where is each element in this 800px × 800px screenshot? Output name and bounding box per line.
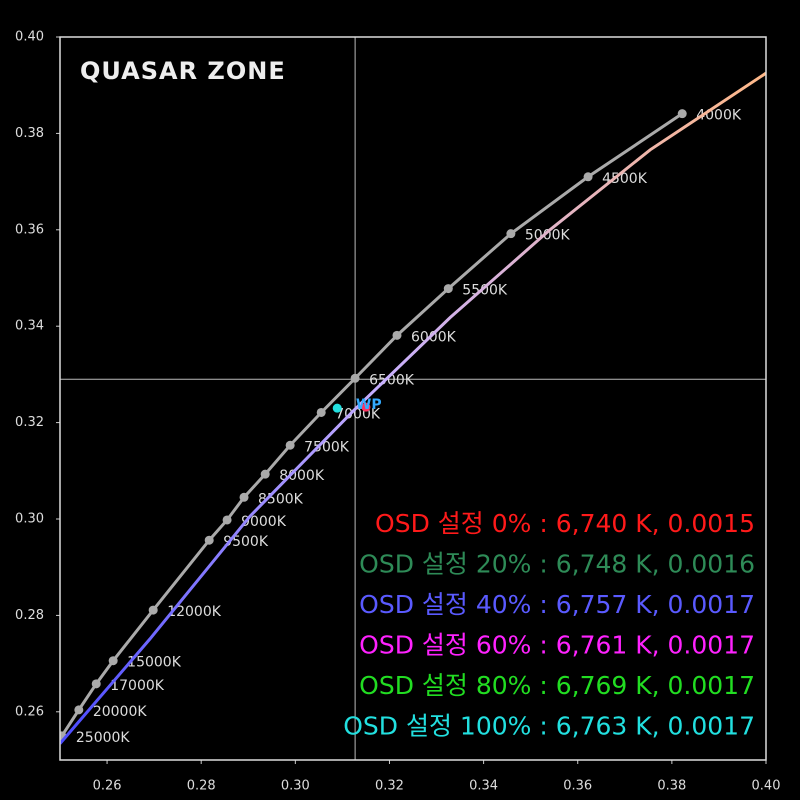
- locus-point: [506, 229, 516, 239]
- annotation: OSD 설정 0% : 6,740 K, 0.0015: [375, 509, 755, 538]
- locus-point: [316, 407, 326, 417]
- locus-point: [222, 515, 232, 525]
- y-tick-label: 0.28: [15, 608, 44, 623]
- annotation: OSD 설정 60% : 6,761 K, 0.0017: [359, 631, 755, 660]
- locus-point: [74, 705, 84, 715]
- locus-point: [350, 373, 360, 383]
- white-point-label: WP: [356, 397, 382, 413]
- point-label: 9500K: [223, 534, 269, 550]
- annotation: OSD 설정 80% : 6,769 K, 0.0017: [359, 671, 755, 700]
- point-label: 12000K: [167, 604, 222, 620]
- y-tick-label: 0.32: [15, 415, 44, 430]
- locus-point: [677, 109, 687, 119]
- white-point: [361, 402, 371, 412]
- y-tick-label: 0.38: [15, 126, 44, 141]
- locus-point: [204, 535, 214, 545]
- series-line: [60, 71, 766, 745]
- x-tick-label: 0.28: [187, 779, 216, 794]
- x-tick-label: 0.30: [281, 779, 310, 794]
- locus-point: [148, 605, 158, 615]
- x-tick-label: 0.38: [657, 779, 686, 794]
- plot: 25000K 20000K 17000K 15000K 12000K 9500K 9000K…: [60, 71, 766, 746]
- point-label: 15000K: [127, 655, 182, 671]
- point-label: 25000K: [76, 730, 131, 746]
- annotation: OSD 설정 20% : 6,748 K, 0.0016: [359, 550, 755, 579]
- x-tick-label: 0.34: [469, 779, 498, 794]
- point-label: 17000K: [110, 678, 165, 694]
- y-tick-label: 0.36: [15, 222, 44, 237]
- point-label: 5000K: [525, 228, 571, 244]
- point-label: 5500K: [462, 283, 508, 299]
- y-tick-label: 0.26: [15, 704, 44, 719]
- watermark: QUASAR ZONE: [80, 57, 286, 85]
- y-tick-label: 0.30: [15, 512, 44, 527]
- x-tick-label: 0.26: [93, 779, 122, 794]
- annotation: OSD 설정 100% : 6,763 K, 0.0017: [343, 712, 755, 741]
- plot-frame: [59, 36, 767, 761]
- y-tick-label: 0.34: [15, 319, 44, 334]
- annotation: OSD 설정 40% : 6,757 K, 0.0017: [359, 590, 755, 619]
- locus-point: [91, 679, 101, 689]
- x-tick-label: 0.40: [752, 779, 781, 794]
- locus-point: [108, 656, 118, 666]
- point-label: 9000K: [241, 514, 287, 530]
- locus-point: [392, 330, 402, 340]
- locus-point: [583, 172, 593, 182]
- x-tick-label: 0.36: [563, 779, 592, 794]
- y-tick-label: 0.40: [15, 30, 44, 45]
- locus-point: [443, 284, 453, 294]
- locus-point: [260, 469, 270, 479]
- point-label: 8000K: [279, 468, 325, 484]
- locus-point: [239, 492, 249, 502]
- point-label: 4500K: [602, 171, 648, 187]
- point-label: 20000K: [93, 704, 148, 720]
- x-tick-label: 0.32: [375, 779, 404, 794]
- locus-point: [285, 440, 295, 450]
- point-label: 6000K: [411, 329, 457, 345]
- white-point: [332, 403, 342, 413]
